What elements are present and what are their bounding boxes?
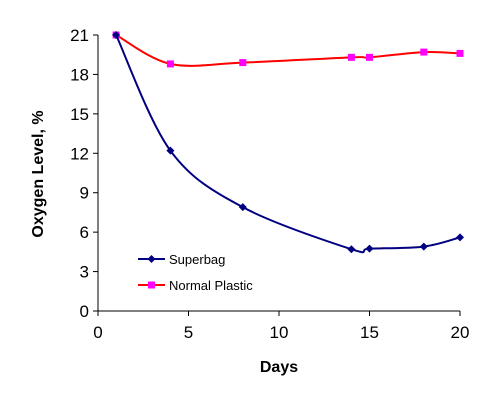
y-tick-label: 12 [70,144,89,163]
legend: Superbag Normal Plastic [138,252,253,293]
y-tick-label: 6 [80,223,89,242]
axes: 0 3 6 9 12 15 18 21 0 5 10 15 20 [70,26,469,342]
superbag-point [112,31,121,39]
superbag-point [456,233,464,242]
normal-plastic-point [166,60,174,68]
x-tick-label: 10 [270,323,289,342]
superbag-point [347,245,356,254]
normal-plastic-point [347,53,355,61]
y-tick-label: 21 [70,26,89,45]
x-axis-title: Days [260,359,298,376]
legend-superbag-label: Superbag [169,252,225,267]
y-axis-title: Oxygen Level, % [30,110,47,237]
plot-area [112,31,464,254]
y-tick-label: 3 [80,263,89,282]
x-tick-label: 20 [451,323,470,342]
x-tick-label: 0 [93,323,102,342]
y-tick-label: 9 [80,184,89,203]
y-tick-label: 15 [70,105,89,124]
normal-plastic-point [456,49,464,57]
y-tick-label: 0 [80,302,89,321]
x-tick-label: 5 [184,323,193,342]
normal-plastic-point [366,53,373,61]
superbag-point [419,242,428,251]
superbag-point [238,203,247,212]
superbag-point [365,244,374,253]
legend-normal-plastic-label: Normal Plastic [169,278,253,293]
x-tick-label: 15 [360,323,379,342]
normal-plastic-point [420,48,428,56]
superbag-line [115,34,461,254]
superbag-point [166,146,175,155]
normal-plastic-point [239,59,247,67]
y-tick-label: 18 [70,65,89,84]
legend-superbag-marker [147,255,156,263]
legend-normal-plastic-marker [148,281,155,289]
